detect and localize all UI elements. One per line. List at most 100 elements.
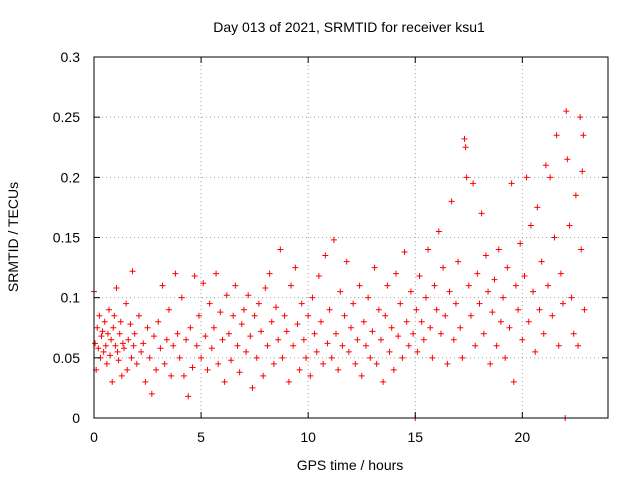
data-point <box>178 294 185 301</box>
data-point <box>279 354 286 361</box>
data-point <box>422 294 429 301</box>
data-point <box>578 246 585 253</box>
data-point <box>356 282 363 289</box>
data-point <box>431 282 438 289</box>
data-point <box>476 300 483 307</box>
data-point <box>138 348 145 355</box>
data-point <box>369 328 376 335</box>
data-point <box>187 324 194 331</box>
data-point <box>553 132 560 139</box>
data-point <box>174 330 181 337</box>
data-point <box>350 300 357 307</box>
data-point <box>433 306 440 313</box>
data-point <box>538 258 545 265</box>
data-point <box>111 312 118 319</box>
data-point <box>180 372 187 379</box>
data-point <box>352 360 359 367</box>
data-point <box>341 312 348 319</box>
data-point <box>195 312 202 319</box>
data-point <box>435 228 442 235</box>
data-point <box>109 378 116 385</box>
data-point <box>288 282 295 289</box>
data-point <box>345 348 352 355</box>
y-axis-label: SRMTID / TECUs <box>5 182 21 292</box>
data-point <box>202 333 209 340</box>
data-point <box>183 336 190 343</box>
data-point <box>579 168 586 175</box>
data-point <box>348 324 354 331</box>
data-point <box>339 342 346 349</box>
data-point <box>251 312 258 319</box>
x-axis-ticks: 0 5 10 15 20 <box>90 57 530 445</box>
grid-lines <box>94 57 608 418</box>
data-point <box>429 354 436 361</box>
data-point <box>452 300 459 307</box>
data-point <box>444 360 451 367</box>
x-tick-label: 5 <box>197 429 205 445</box>
data-point <box>99 328 106 335</box>
data-point <box>296 366 303 373</box>
data-point <box>478 210 485 217</box>
data-point <box>104 330 111 337</box>
y-tick-label: 0.1 <box>61 290 81 306</box>
data-point <box>510 378 517 385</box>
data-point <box>470 180 477 187</box>
data-point <box>307 372 314 379</box>
data-point <box>240 306 247 313</box>
x-tick-label: 10 <box>300 429 316 445</box>
data-point <box>461 135 468 142</box>
data-point <box>343 258 350 265</box>
data-point <box>575 342 582 349</box>
data-point <box>112 342 119 349</box>
data-point <box>401 248 408 255</box>
data-point <box>273 304 280 311</box>
data-point <box>230 312 237 319</box>
x-tick-label: 20 <box>515 429 531 445</box>
data-point <box>495 246 502 253</box>
data-point <box>116 330 123 337</box>
data-point <box>487 360 494 367</box>
data-point <box>418 318 425 325</box>
data-point <box>324 340 331 347</box>
data-point <box>450 336 457 343</box>
data-point <box>390 366 397 373</box>
data-point <box>249 384 256 391</box>
data-point <box>534 204 541 211</box>
data-point <box>277 246 284 253</box>
data-point <box>95 345 102 352</box>
data-point <box>392 270 399 277</box>
data-point <box>120 345 127 352</box>
data-point <box>375 306 382 313</box>
data-point <box>440 264 447 271</box>
data-point <box>232 282 239 289</box>
data-point <box>333 330 340 337</box>
data-point <box>114 348 121 355</box>
data-point <box>320 360 327 367</box>
data-point <box>413 306 420 313</box>
data-point <box>551 234 558 241</box>
data-point <box>328 354 335 361</box>
data-point <box>362 342 369 349</box>
data-point <box>234 342 241 349</box>
data-point <box>545 282 552 289</box>
data-point <box>493 342 500 349</box>
data-point <box>107 352 114 359</box>
data-point <box>163 336 170 343</box>
data-point <box>285 378 292 385</box>
data-points <box>91 108 588 421</box>
data-point <box>457 324 464 331</box>
data-point <box>243 348 250 355</box>
data-point <box>172 270 179 277</box>
data-point <box>217 309 224 316</box>
data-point <box>247 333 254 340</box>
data-point <box>208 345 215 352</box>
data-point <box>105 306 112 313</box>
data-point <box>103 360 110 367</box>
data-point <box>506 324 513 331</box>
data-point <box>384 282 391 289</box>
data-point <box>515 306 522 313</box>
data-point <box>462 144 469 151</box>
data-point <box>405 342 412 349</box>
data-point <box>228 357 235 364</box>
